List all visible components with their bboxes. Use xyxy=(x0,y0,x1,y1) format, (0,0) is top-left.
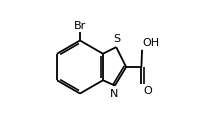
Text: OH: OH xyxy=(143,38,160,48)
Text: O: O xyxy=(143,86,152,96)
Text: S: S xyxy=(113,34,120,44)
Text: Br: Br xyxy=(74,21,86,31)
Text: N: N xyxy=(110,89,118,99)
